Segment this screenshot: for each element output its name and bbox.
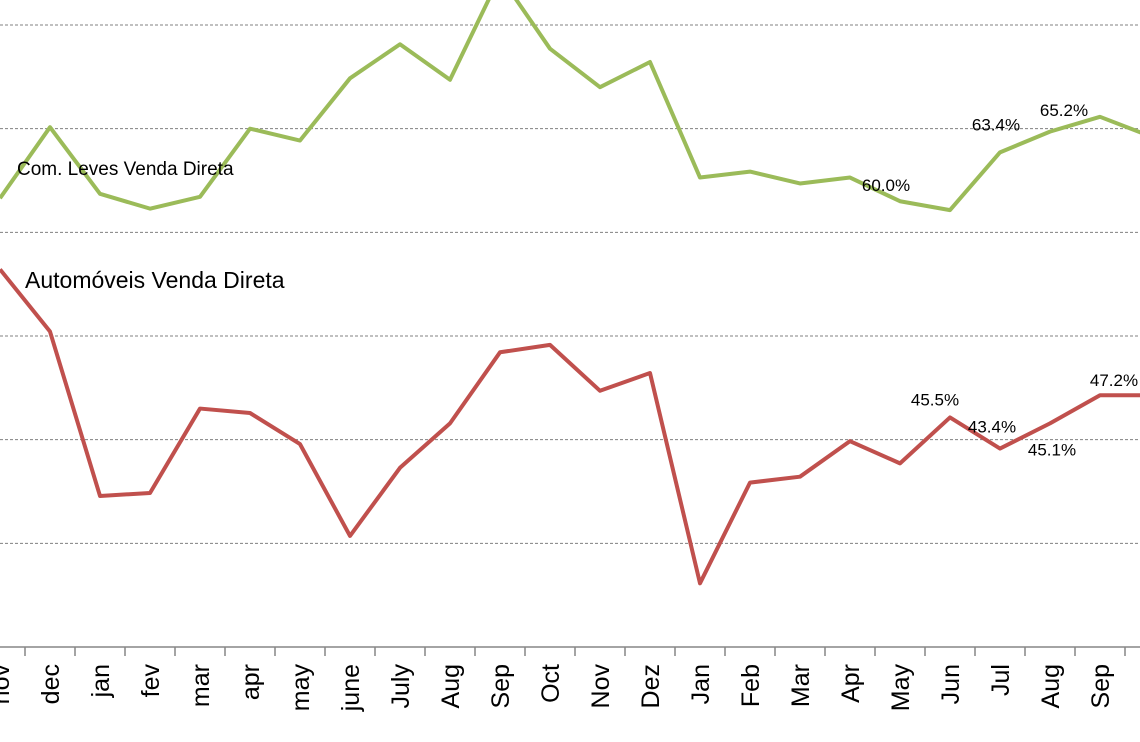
x-tick-label: apr [237, 664, 265, 700]
series-line-com-leves [0, 0, 1140, 213]
x-tick-label: jan [87, 664, 115, 698]
data-label: 65.2% [1040, 101, 1088, 120]
data-label: 63.4% [972, 115, 1020, 134]
series-lines [0, 0, 1140, 586]
x-tick-label: Jul [987, 664, 1015, 696]
x-tick-label: june [337, 664, 365, 712]
x-tick-label: July [387, 664, 415, 709]
series-name-label: Automóveis Venda Direta [25, 267, 285, 293]
x-tick-label: Sep [1087, 664, 1115, 708]
data-label: 45.5% [911, 390, 959, 409]
x-tick-label: mar [187, 664, 215, 707]
x-tick-label: may [287, 664, 315, 712]
data-label: 43.4% [968, 418, 1016, 437]
data-label: 47.2% [1090, 371, 1138, 390]
x-tick-label: Nov [587, 664, 615, 709]
data-label: 45.1% [1028, 440, 1076, 459]
labels: Com. Leves Venda Direta Automóveis Venda … [17, 101, 1138, 460]
x-tick-label: Dez [637, 664, 665, 708]
x-tick-label: nov [0, 664, 15, 705]
x-tick-label: Oct [537, 664, 565, 703]
x-tick-label: Oct [1137, 664, 1140, 703]
x-tick-label: dec [37, 664, 65, 704]
series-name-label: Com. Leves Venda Direta [17, 159, 234, 180]
x-tick-label: Jun [937, 664, 965, 704]
x-tick-label: Feb [737, 664, 765, 707]
x-tick-label: Aug [437, 664, 465, 708]
x-tick-label: Apr [837, 664, 865, 703]
data-label: 60.0% [862, 176, 910, 195]
x-tick-label: Sep [487, 664, 515, 708]
x-tick-label: fev [137, 664, 165, 698]
x-axis: nov dec jan fev mar apr may june July Aug Sep Oct No… [0, 646, 1140, 712]
x-tick-label: Jan [687, 664, 715, 704]
gridlines [0, 24, 1140, 544]
x-tick-label: Aug [1037, 664, 1065, 708]
series-line-automoveis [0, 268, 1140, 586]
x-tick-label: May [887, 664, 915, 712]
x-tick-label: Mar [787, 664, 815, 707]
